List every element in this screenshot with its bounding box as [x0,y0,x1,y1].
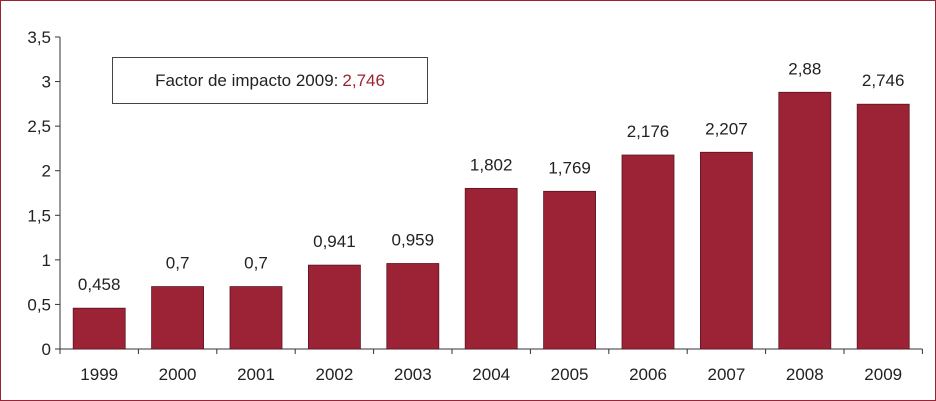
data-label-2009: 2,746 [862,71,905,90]
data-labels: 0,458 0,7 0,7 0,941 0,959 1,802 1,769 2,176 2,20… [78,59,905,294]
bars [72,91,910,350]
y-tick-label: 2 [42,162,51,181]
x-tick-label-2003: 2003 [394,365,432,384]
x-tick-label-2009: 2009 [864,365,902,384]
y-tick-label: 2,5 [27,117,51,136]
x-tick-label-2006: 2006 [629,365,667,384]
data-label-2000: 0,7 [166,254,190,273]
bar-2007 [700,151,753,350]
bar-2008 [778,91,832,350]
x-tick-label-2005: 2005 [551,365,589,384]
annotation-value: 2,746 [342,70,385,90]
x-tick-label-2000: 2000 [159,365,197,384]
annotation-text: Factor de impacto 2009: [155,70,339,90]
data-label-2008: 2,88 [788,59,821,78]
bar-2001 [229,286,283,350]
x-tick-label-2001: 2001 [237,365,275,384]
x-tick-label-2007: 2007 [707,365,745,384]
y-tick-label: 1 [42,251,51,270]
y-tick-label: 0 [42,340,51,359]
bar-2009 [856,103,910,350]
bar-2000 [151,286,205,350]
bar-2002 [307,264,361,350]
y-tick-label: 1,5 [27,206,51,225]
bar-2004 [464,187,518,350]
bar-2006 [621,154,675,350]
data-label-2006: 2,176 [627,122,670,141]
bar-2003 [386,263,440,350]
data-label-2003: 0,959 [392,231,435,250]
axes: 0 0,5 1 1,5 2 2,5 3 3,5 1999 2000 2001 2002 2003 2004… [27,28,923,384]
data-label-2002: 0,941 [313,232,356,251]
x-tick-label-2002: 2002 [315,365,353,384]
data-label-2004: 1,802 [470,155,513,174]
impact-factor-annotation: Factor de impacto 2009: 2,746 [112,57,428,104]
data-label-2007: 2,207 [705,119,748,138]
y-tick-label: 3 [42,73,51,92]
x-tick-label-2008: 2008 [786,365,824,384]
y-tick-label: 3,5 [27,28,51,47]
data-label-2005: 1,769 [548,158,591,177]
data-label-2001: 0,7 [244,254,268,273]
bar-2005 [543,190,596,350]
x-tick-label-1999: 1999 [80,365,118,384]
y-tick-label: 0,5 [27,295,51,314]
x-tick-label-2004: 2004 [472,365,510,384]
data-label-1999: 0,458 [78,275,121,294]
bar-1999 [72,307,126,350]
